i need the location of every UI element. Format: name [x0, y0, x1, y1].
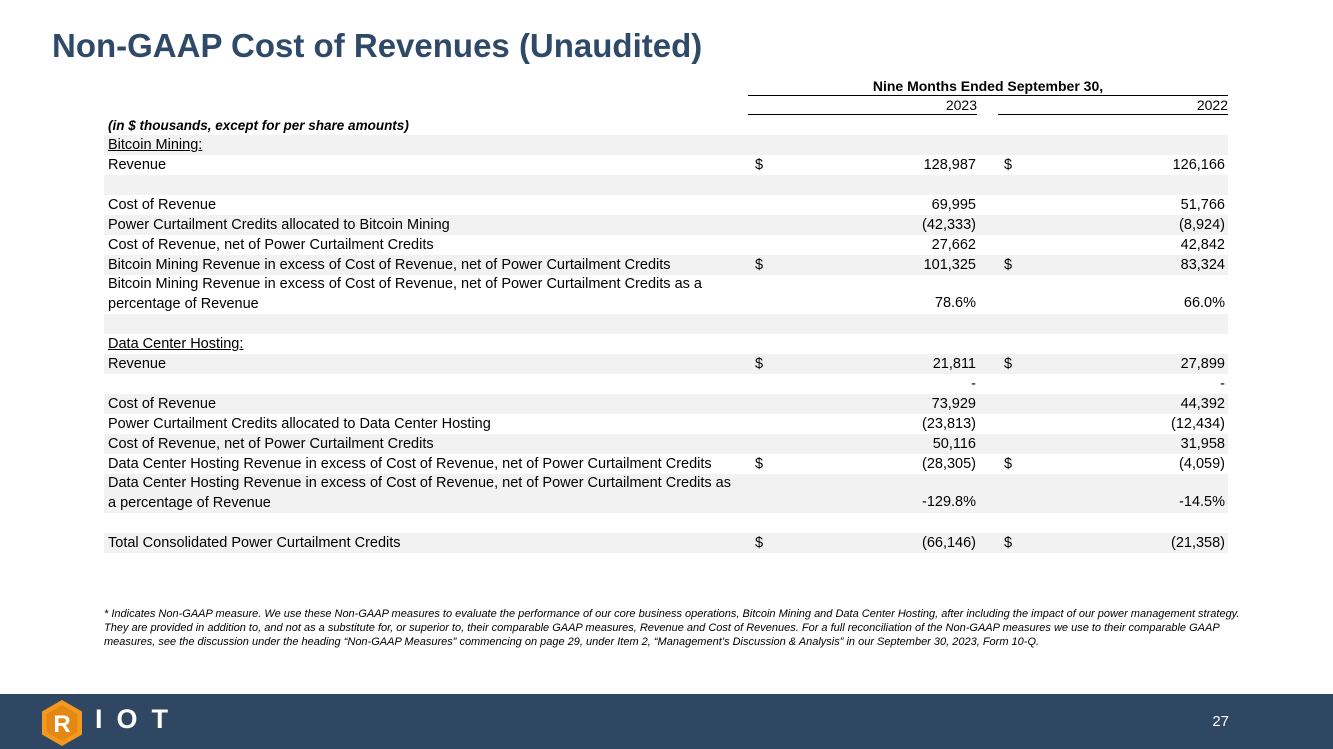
- row-label: Data Center Hosting Revenue in excess of…: [108, 456, 712, 472]
- table-row: [104, 314, 1228, 334]
- currency-symbol: $: [1004, 257, 1013, 273]
- row-label: Total Consolidated Power Curtailment Cre…: [108, 535, 401, 551]
- value-2022: -: [1220, 376, 1225, 392]
- value-2022: 31,958: [1180, 436, 1225, 452]
- table-row: Bitcoin Mining Revenue in excess of Cost…: [104, 275, 1228, 314]
- row-label: Revenue: [108, 157, 167, 173]
- table-row: Bitcoin Mining Revenue in excess of Cost…: [104, 255, 1228, 275]
- column-header-2023: 2023: [748, 97, 977, 115]
- table-row: Total Consolidated Power Curtailment Cre…: [104, 533, 1228, 553]
- currency-symbol: $: [1004, 157, 1013, 173]
- value-2023: (23,813): [921, 416, 976, 432]
- value-2023: 50,116: [932, 436, 976, 452]
- value-2023: 78.6%: [934, 295, 976, 311]
- row-label: Cost of Revenue, net of Power Curtailmen…: [108, 436, 434, 452]
- value-2022: (12,434): [1170, 416, 1225, 432]
- section-heading-data-center-hosting: Data Center Hosting:: [108, 336, 244, 352]
- value-2022: -14.5%: [1179, 494, 1225, 510]
- value-2022: 126,166: [1172, 157, 1225, 173]
- value-2022: 66.0%: [1183, 295, 1225, 311]
- table-row: Cost of Revenue, net of Power Curtailmen…: [104, 235, 1228, 255]
- table-row: Power Curtailment Credits allocated to B…: [104, 215, 1228, 235]
- units-note: (in $ thousands, except for per share am…: [108, 118, 409, 133]
- table-row: Cost of Revenue, net of Power Curtailmen…: [104, 434, 1228, 454]
- row-label: Cost of Revenue: [108, 396, 217, 412]
- table-row: [104, 175, 1228, 195]
- currency-symbol: $: [755, 157, 764, 173]
- table-row: Revenue $ 21,811 $ 27,899: [104, 354, 1228, 374]
- value-2023: 69,995: [931, 197, 976, 213]
- table-row: Cost of Revenue 73,929 44,392: [104, 394, 1228, 414]
- table-row: Data Center Hosting:: [104, 334, 1228, 354]
- page-number: 27: [1212, 713, 1229, 730]
- row-label: Bitcoin Mining Revenue in excess of Cost…: [108, 276, 702, 312]
- value-2023: 21,811: [932, 356, 976, 372]
- table-row: Data Center Hosting Revenue in excess of…: [104, 474, 1228, 513]
- value-2022: (21,358): [1170, 535, 1225, 551]
- row-label: Power Curtailment Credits allocated to D…: [108, 416, 491, 432]
- value-2022: 83,324: [1180, 257, 1225, 273]
- period-header: Nine Months Ended September 30,: [748, 78, 1228, 96]
- row-label: Data Center Hosting Revenue in excess of…: [108, 475, 731, 511]
- value-2023: 73,929: [931, 396, 976, 412]
- row-label: Revenue: [108, 356, 167, 372]
- value-2023: (66,146): [921, 535, 976, 551]
- currency-symbol: $: [755, 356, 764, 372]
- value-2022: 44,392: [1180, 396, 1225, 412]
- value-2023: -129.8%: [921, 494, 976, 510]
- currency-symbol: $: [755, 535, 764, 551]
- table-row: Power Curtailment Credits allocated to D…: [104, 414, 1228, 434]
- row-label: Bitcoin Mining Revenue in excess of Cost…: [108, 257, 671, 273]
- table-row: - -: [104, 374, 1228, 394]
- row-label: Cost of Revenue, net of Power Curtailmen…: [108, 237, 434, 253]
- currency-symbol: $: [1004, 535, 1013, 551]
- currency-symbol: $: [1004, 456, 1013, 472]
- value-2022: 27,899: [1180, 356, 1225, 372]
- cost-of-revenues-table: Bitcoin Mining: Revenue $ 128,987 $ 126,…: [104, 135, 1228, 553]
- currency-symbol: $: [755, 257, 764, 273]
- table-row: Revenue $ 128,987 $ 126,166: [104, 155, 1228, 175]
- footnote: * Indicates Non-GAAP measure. We use the…: [104, 608, 1240, 648]
- column-header-2022: 2022: [998, 97, 1228, 115]
- section-heading-bitcoin-mining: Bitcoin Mining:: [108, 137, 203, 153]
- value-2022: (4,059): [1179, 456, 1225, 472]
- table-row: Bitcoin Mining:: [104, 135, 1228, 155]
- table-row: Cost of Revenue 69,995 51,766: [104, 195, 1228, 215]
- table-row: Data Center Hosting Revenue in excess of…: [104, 454, 1228, 474]
- value-2022: 42,842: [1180, 237, 1225, 253]
- logo-wordmark: IOT: [95, 704, 182, 734]
- value-2022: (8,924): [1179, 217, 1225, 233]
- logo-letter: R: [53, 711, 70, 738]
- table-row: [104, 513, 1228, 533]
- currency-symbol: $: [1004, 356, 1013, 372]
- row-label: Power Curtailment Credits allocated to B…: [108, 217, 450, 233]
- value-2023: (42,333): [921, 217, 976, 233]
- riot-logo-icon: R: [42, 700, 82, 746]
- currency-symbol: $: [755, 456, 764, 472]
- value-2023: 27,662: [931, 237, 976, 253]
- value-2023: (28,305): [921, 456, 976, 472]
- value-2023: 128,987: [923, 157, 976, 173]
- slide-title: Non-GAAP Cost of Revenues (Unaudited): [52, 27, 703, 64]
- value-2022: 51,766: [1180, 197, 1225, 213]
- row-label: Cost of Revenue: [108, 197, 217, 213]
- footer-bar: R IOT 27: [0, 694, 1333, 749]
- value-2023: -: [971, 376, 976, 392]
- value-2023: 101,325: [923, 257, 976, 273]
